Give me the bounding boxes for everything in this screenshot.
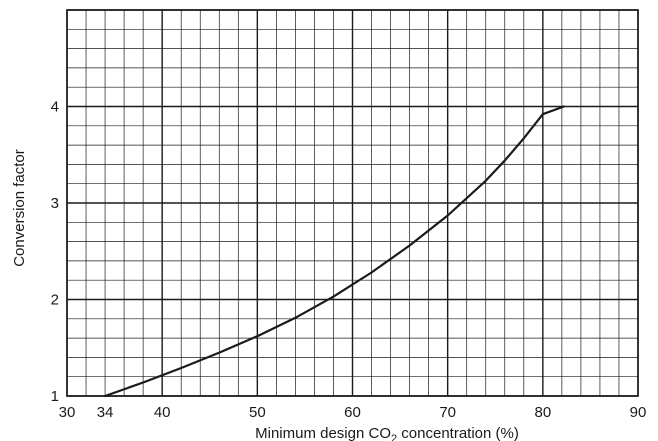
x-axis-label: Minimum design CO2 concentration (%)	[255, 425, 519, 441]
x-tick-label: 90	[630, 404, 647, 421]
y-tick-label: 2	[51, 292, 59, 309]
x-tick-labels: 30 34 40 50 60 70 80 90	[59, 404, 647, 421]
x-tick-label: 40	[154, 404, 171, 421]
x-tick-label: 60	[344, 404, 361, 421]
series-layer	[103, 105, 565, 398]
x-axis-label-tail: concentration (%)	[397, 425, 519, 441]
x-tick-label: 80	[534, 404, 551, 421]
y-tick-label: 4	[51, 99, 59, 116]
x-axis-label-main: Minimum design CO	[255, 425, 391, 441]
y-axis-label: Conversion factor	[11, 149, 28, 267]
plot-frame	[66, 9, 639, 397]
x-tick-label: 34	[97, 404, 114, 421]
y-tick-labels: 1 2 3 4	[51, 99, 59, 406]
y-tick-label: 3	[51, 195, 59, 212]
x-axis-label-subscript: 2	[391, 433, 397, 441]
plot-border	[66, 9, 639, 397]
grid	[66, 9, 639, 397]
x-tick-label: 50	[249, 404, 266, 421]
x-tick-label: 70	[439, 404, 456, 421]
y-tick-label: 1	[51, 388, 59, 405]
series-line-0	[103, 105, 565, 398]
x-tick-label: 30	[59, 404, 76, 421]
